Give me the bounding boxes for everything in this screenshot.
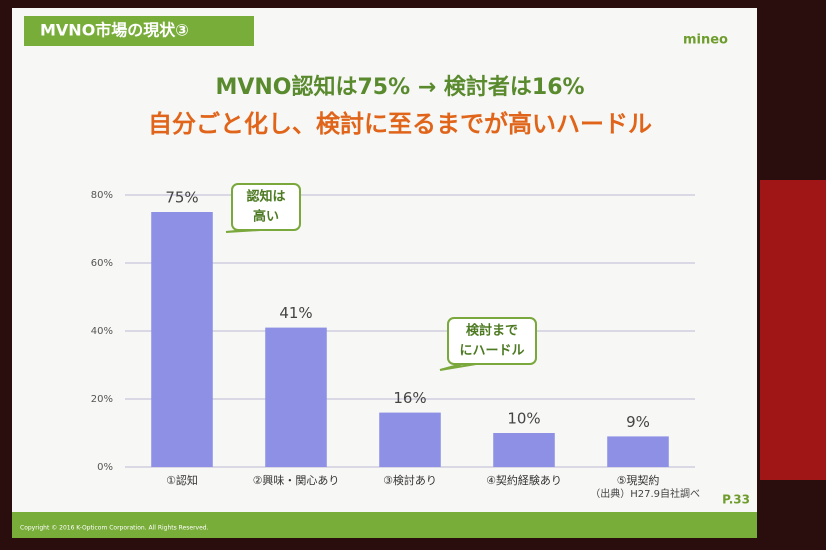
data-label: 16% [393, 389, 426, 407]
logo: mineo [683, 33, 728, 48]
bar [151, 212, 213, 467]
callout [447, 317, 537, 365]
x-tick-label: ③検討あり [383, 473, 437, 487]
callout-text: 認知は [246, 189, 285, 205]
data-label: 10% [507, 410, 540, 428]
stage-light [760, 180, 826, 480]
y-tick-label: 0% [97, 462, 113, 473]
callout [231, 183, 301, 231]
data-label: 75% [165, 189, 198, 207]
callout-text: にハードル [459, 344, 524, 359]
y-tick-label: 60% [91, 258, 113, 269]
page-number: P.33 [722, 493, 750, 507]
x-tick-label: ④契約経験あり [486, 473, 562, 487]
x-tick-label: ⑤現契約 [617, 473, 660, 487]
callout-tail [439, 363, 477, 371]
callout-text: 検討まで [466, 323, 518, 339]
callout-text: 高い [253, 209, 279, 225]
copyright: Copyright © 2016 K-Opticom Corporation. … [20, 525, 209, 532]
source: （出典）H27.9自社調べ [590, 487, 700, 500]
chart-title: MVNO認知は75% → 検討者は16% [215, 74, 584, 100]
chart-subtitle: 自分ごと化し、検討に至るまでが高いハードル [148, 110, 652, 138]
y-tick-label: 40% [91, 326, 113, 337]
x-tick-label: ①認知 [166, 473, 198, 487]
x-tick-label: ②興味・関心あり [253, 474, 340, 487]
header: MVNO市場の現状③ [40, 21, 189, 40]
footer-bar [12, 512, 757, 538]
y-tick-label: 20% [91, 394, 113, 405]
data-label: 41% [279, 304, 312, 322]
data-label: 9% [626, 413, 650, 431]
header-bar [24, 16, 254, 46]
bar [379, 412, 441, 467]
bar [265, 327, 327, 467]
bar [607, 436, 669, 467]
y-tick-label: 80% [91, 190, 113, 201]
bar [493, 433, 555, 467]
